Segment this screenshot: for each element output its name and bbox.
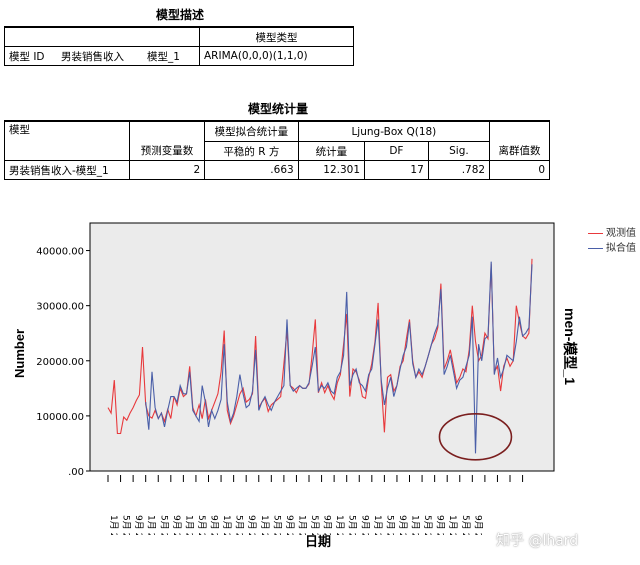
row-df: 17 <box>364 160 429 180</box>
h-outliers: 离群值数 <box>489 141 550 161</box>
legend-swatch-observed <box>588 233 603 234</box>
series-line-fitted <box>145 261 533 454</box>
x-tick-label: 5月 2006 <box>347 515 358 535</box>
y-tick-label: 10000.00 <box>36 412 84 423</box>
model-type-value: ARIMA(0,0,0)(1,1,0) <box>199 46 354 66</box>
x-tick-label: 1月 2006 <box>334 515 345 535</box>
h-df: DF <box>364 141 429 161</box>
h-predictors-top <box>128 120 206 142</box>
x-tick-label: 9月 2005 <box>322 515 333 535</box>
legend-label-fitted: 拟合值 <box>606 243 636 254</box>
model-description-title: 模型描述 <box>155 8 204 22</box>
x-tick-label: 5月 2003 <box>234 515 245 535</box>
x-tick-label: 1月 2002 <box>183 515 194 535</box>
row-model: 男装销售收入-模型_1 <box>4 160 130 180</box>
x-axis-label: 日期 <box>305 535 332 550</box>
h-model-bottom <box>4 141 130 161</box>
x-tick-label: 9月 2003 <box>246 515 257 535</box>
model-stats-table: 模型 模型拟合统计量 Ljung-Box Q(18) 预测变量数 平稳的 R 方… <box>4 120 550 180</box>
x-tick-label: 9月 2000 <box>133 515 144 535</box>
h-outliers-top <box>489 120 550 142</box>
x-tick-label: 9月 2004 <box>284 515 295 535</box>
model-id-label: 模型 ID <box>9 50 45 63</box>
row-predictors: 2 <box>128 160 206 180</box>
legend-item-fitted: 拟合值 <box>588 241 636 256</box>
y-tick-label: 20000.00 <box>36 357 84 368</box>
legend-swatch-fitted <box>588 248 603 249</box>
model-stats-title: 模型统计量 <box>247 102 308 116</box>
h-stat: 统计量 <box>297 141 366 161</box>
x-tick-label: 9月 2008 <box>435 515 446 535</box>
h-ljung-box: Ljung-Box Q(18) <box>297 120 491 142</box>
row-stat: 12.301 <box>297 160 366 180</box>
legend-label-observed: 观测值 <box>606 228 636 239</box>
x-tick-label: 1月 2009 <box>447 515 458 535</box>
y-tick-label: 40000.00 <box>36 247 84 258</box>
x-tick-label: 5月 2002 <box>196 515 207 535</box>
x-tick-label: 5月 2008 <box>422 515 433 535</box>
x-tick-label: 5月 2000 <box>121 515 132 535</box>
x-tick-label: 5月 2005 <box>309 515 320 535</box>
x-tick-label: 5月 2004 <box>271 515 282 535</box>
watermark: 知乎 @lhard <box>496 533 579 549</box>
x-tick-label: 9月 2009 <box>472 515 483 535</box>
model-id-row-label: 模型 ID 男装销售收入 模型_1 <box>4 46 200 66</box>
chart-legend: 观测值 拟合值 <box>588 226 636 256</box>
row-outliers: 0 <box>489 160 550 180</box>
annotation-ellipse <box>438 413 513 461</box>
x-tick-label: 1月 2008 <box>410 515 421 535</box>
x-tick-label: 1月 2001 <box>146 515 157 535</box>
row-r2: .663 <box>204 160 299 180</box>
legend-item-observed: 观测值 <box>588 226 636 241</box>
x-tick-label: 9月 2007 <box>397 515 408 535</box>
x-tick-label: 1月 2004 <box>259 515 270 535</box>
x-tick-label: 9月 2002 <box>209 515 220 535</box>
plot-area <box>89 222 555 472</box>
x-tick-label: 1月 2005 <box>296 515 307 535</box>
x-tick-label: 5月 2009 <box>460 515 471 535</box>
time-series-chart: 40000.00 30000.00 20000.00 10000.00 .00 1月 20… <box>36 222 555 535</box>
x-tick-label: 5月 2007 <box>384 515 395 535</box>
y-tick-label: 30000.00 <box>36 302 84 313</box>
empty-header-cell <box>4 26 200 47</box>
series-name-label: 男装销售收入 <box>61 50 124 63</box>
x-tick-label: 9月 2006 <box>359 515 370 535</box>
y-tick-label: .00 <box>68 467 84 478</box>
x-tick-label: 1月 2000 <box>108 515 119 535</box>
x-tick-label: 5月 2001 <box>158 515 169 535</box>
x-tick-label: 1月 2007 <box>372 515 383 535</box>
h-sig: Sig. <box>427 141 491 161</box>
row-sig: .782 <box>427 160 491 180</box>
model-description-table: 模型类型 模型 ID 男装销售收入 模型_1 ARIMA(0,0,0)(1,1,0) <box>4 26 354 66</box>
model-name-label: 模型_1 <box>147 50 180 63</box>
h-predictors: 预测变量数 <box>128 141 206 161</box>
h-stationary-r2: 平稳的 R 方 <box>204 141 299 161</box>
x-tick-label: 9月 2001 <box>171 515 182 535</box>
h-fit-group: 模型拟合统计量 <box>204 120 299 142</box>
h-model: 模型 <box>4 120 130 142</box>
x-tick-label: 1月 2003 <box>221 515 232 535</box>
model-type-header: 模型类型 <box>199 26 354 47</box>
